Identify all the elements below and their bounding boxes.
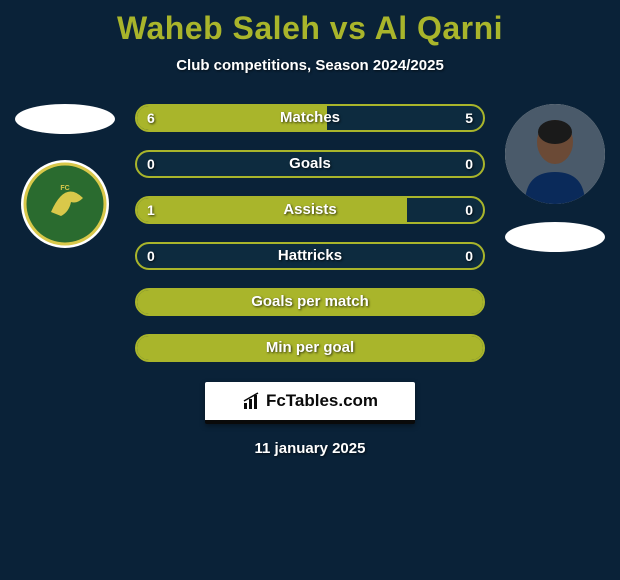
player-right-avatar <box>505 104 605 204</box>
player-left-club-badge: FC <box>21 160 109 248</box>
stat-label: Min per goal <box>137 336 483 360</box>
player-left-column: FC <box>10 104 120 248</box>
stat-bar-goals: 00Goals <box>135 150 485 178</box>
avatar-icon <box>505 104 605 204</box>
comparison-content: FC 65Matches 00Goals 10Assists 00Hattricks G… <box>0 104 620 362</box>
player-left-ellipse <box>15 104 115 134</box>
stat-label: Goals <box>137 152 483 176</box>
stat-label: Hattricks <box>137 244 483 268</box>
stat-bar-min-per-goal: Min per goal <box>135 334 485 362</box>
brand-text: FcTables.com <box>266 391 378 411</box>
stat-bar-hattricks: 00Hattricks <box>135 242 485 270</box>
stat-label: Goals per match <box>137 290 483 314</box>
brand-logo-icon <box>242 391 262 411</box>
stat-bar-matches: 65Matches <box>135 104 485 132</box>
stat-bar-goals-per-match: Goals per match <box>135 288 485 316</box>
player-right-ellipse <box>505 222 605 252</box>
stat-label: Matches <box>137 106 483 130</box>
stat-bars: 65Matches 00Goals 10Assists 00Hattricks Goal… <box>135 104 485 362</box>
brand-badge: FcTables.com <box>205 382 415 424</box>
page-title: Waheb Saleh vs Al Qarni <box>0 0 620 47</box>
stat-label: Assists <box>137 198 483 222</box>
subtitle: Club competitions, Season 2024/2025 <box>0 57 620 74</box>
svg-text:FC: FC <box>60 185 69 192</box>
player-right-column <box>500 104 610 252</box>
snapshot-date: 11 january 2025 <box>0 440 620 457</box>
title-text: Waheb Saleh vs Al Qarni <box>117 10 503 46</box>
club-crest-icon: FC <box>21 160 109 248</box>
stat-bar-assists: 10Assists <box>135 196 485 224</box>
